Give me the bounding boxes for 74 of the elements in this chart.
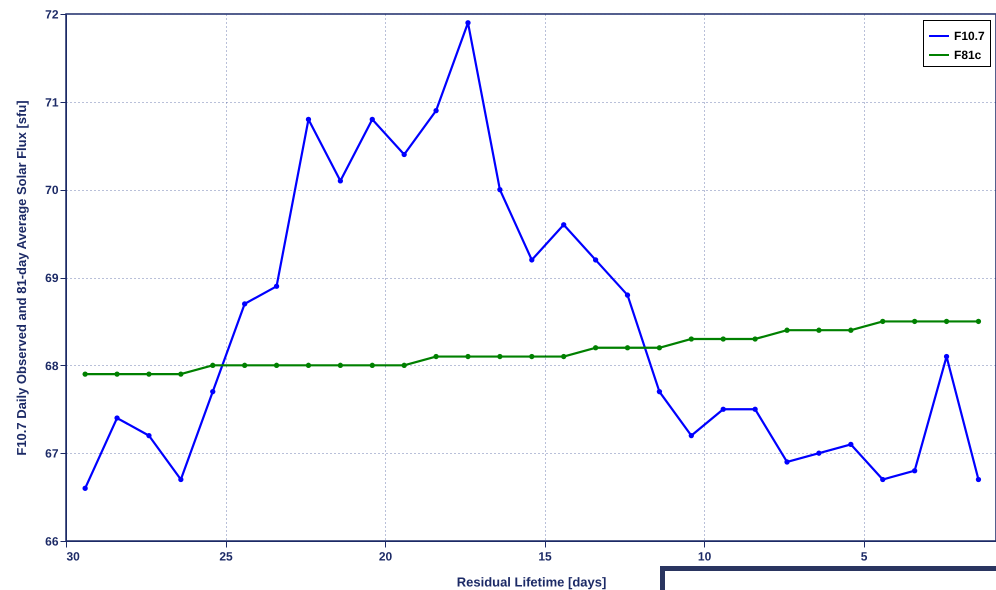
point xyxy=(529,257,534,263)
point xyxy=(402,152,407,158)
point xyxy=(114,371,120,377)
point xyxy=(82,371,88,377)
legend-label: F10.7 xyxy=(954,29,986,43)
point xyxy=(370,362,375,368)
point xyxy=(338,178,344,184)
point xyxy=(274,284,280,289)
point xyxy=(720,336,726,342)
legend-label: F81c xyxy=(954,48,982,62)
point xyxy=(497,354,503,360)
point xyxy=(592,257,598,263)
point xyxy=(816,328,822,333)
point xyxy=(720,406,726,412)
point xyxy=(592,345,598,350)
point xyxy=(465,20,471,26)
x-tick-label: 20 xyxy=(378,550,393,564)
point xyxy=(433,108,439,114)
point xyxy=(944,354,950,360)
x-tick-label: 30 xyxy=(66,550,80,564)
point xyxy=(178,371,184,377)
point xyxy=(656,345,662,350)
point xyxy=(465,354,471,360)
y-tick-label: 72 xyxy=(45,8,59,22)
point xyxy=(912,468,918,474)
point xyxy=(433,354,439,360)
y-axis-title: F10.7 Daily Observed and 81-day Average Solar Flux [sfu] xyxy=(14,100,30,456)
point xyxy=(178,476,184,482)
y-tick-label: 67 xyxy=(45,446,59,461)
point xyxy=(146,432,152,438)
y-tick-label: 69 xyxy=(45,271,59,285)
point xyxy=(880,476,886,482)
point xyxy=(210,362,216,368)
x-tick-label: 10 xyxy=(698,550,712,564)
y-tick-label: 66 xyxy=(45,534,59,548)
point xyxy=(816,450,822,456)
point xyxy=(210,389,216,394)
point xyxy=(114,415,120,421)
x-tick-label: 5 xyxy=(860,550,868,564)
point xyxy=(784,459,790,465)
point xyxy=(529,354,534,360)
point xyxy=(752,336,758,342)
point xyxy=(976,476,982,482)
point xyxy=(242,301,248,306)
y-tick-label: 70 xyxy=(45,183,59,198)
point xyxy=(146,371,152,377)
point xyxy=(848,442,854,448)
point xyxy=(656,389,662,394)
x-tick-label: 15 xyxy=(538,550,552,564)
point xyxy=(497,187,503,192)
point xyxy=(274,362,280,368)
point xyxy=(784,328,790,333)
point xyxy=(848,328,854,333)
point xyxy=(306,362,312,368)
point xyxy=(688,336,694,342)
point xyxy=(976,318,982,324)
point xyxy=(912,318,918,324)
point xyxy=(561,354,566,360)
point xyxy=(880,318,886,324)
y-tick-label: 71 xyxy=(45,95,59,110)
point xyxy=(370,116,375,122)
x-axis-title: Residual Lifetime [days] xyxy=(456,574,606,590)
y-tick-label: 68 xyxy=(45,358,59,373)
point xyxy=(82,486,88,491)
point xyxy=(624,345,630,350)
point xyxy=(752,406,758,412)
point xyxy=(402,362,407,368)
point xyxy=(688,432,694,438)
point xyxy=(338,362,344,368)
point xyxy=(624,292,630,298)
x-tick-label: 25 xyxy=(219,550,234,564)
point xyxy=(242,362,248,368)
point xyxy=(561,222,566,228)
point xyxy=(944,318,950,324)
